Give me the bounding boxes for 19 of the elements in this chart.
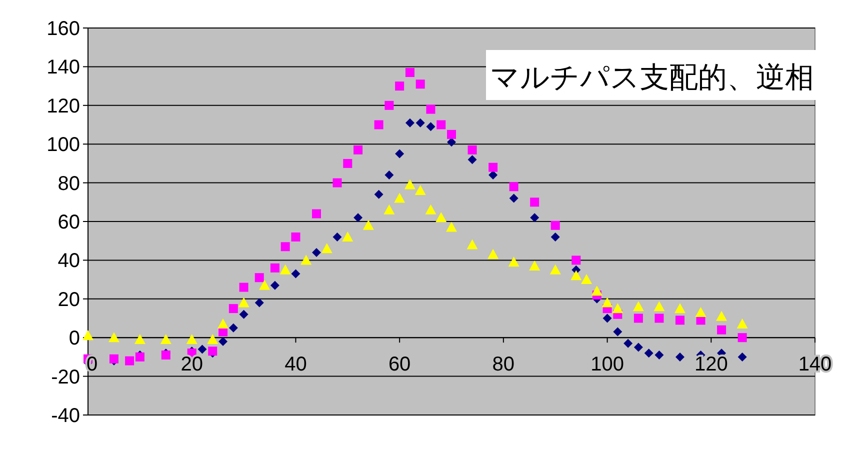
y-tick-label: 160 (46, 18, 80, 40)
x-tick-label: 120 (694, 354, 728, 376)
annotation: マルチパス支配的、逆相 (490, 62, 814, 94)
x-tick-label: 80 (492, 354, 515, 376)
x-tick-label: 60 (388, 354, 411, 376)
y-tick-label: 80 (58, 172, 80, 195)
y-tick-label: 20 (58, 288, 80, 311)
x-tick-label: 140 (798, 354, 832, 376)
y-tick-label: 60 (58, 212, 80, 234)
y-tick-label: 100 (46, 134, 80, 156)
y-tick-label: 40 (58, 250, 80, 272)
y-tick-label: 0 (68, 328, 80, 350)
x-tick-label: 100 (590, 354, 624, 376)
y-tick-label: 140 (46, 56, 80, 79)
y-tick-label: -20 (51, 366, 80, 388)
y-tick-label: -40 (51, 405, 80, 427)
x-tick-label: 40 (284, 354, 307, 376)
y-tick-label: 120 (46, 95, 80, 118)
x-tick-label: 20 (180, 354, 203, 376)
